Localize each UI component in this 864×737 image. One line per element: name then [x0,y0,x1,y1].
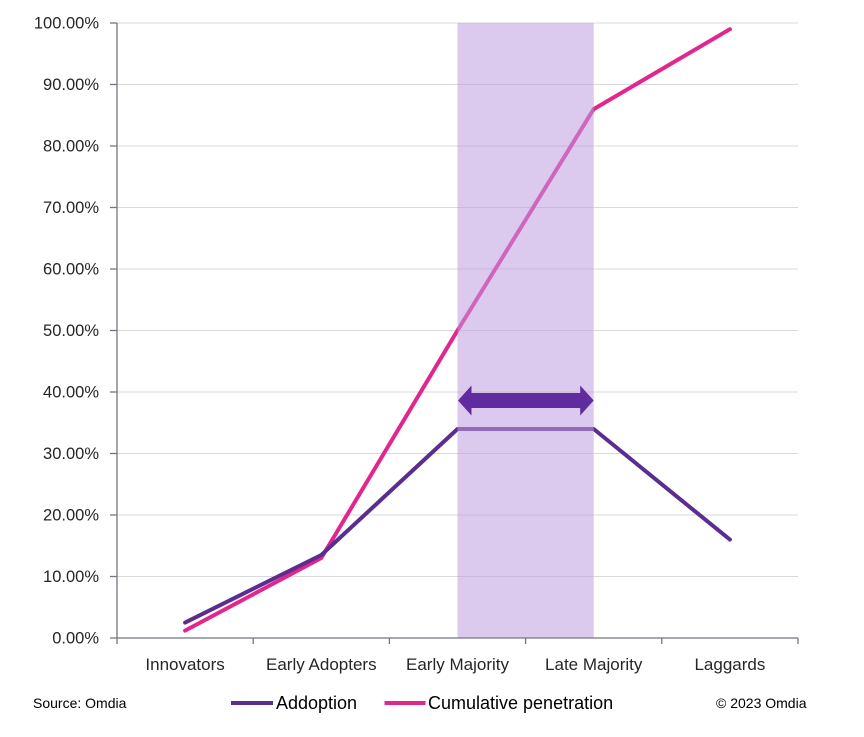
svg-text:70.00%: 70.00% [43,199,99,217]
svg-text:Addoption: Addoption [276,693,357,713]
svg-text:Late Majority: Late Majority [545,655,643,674]
svg-text:Laggards: Laggards [694,655,765,674]
svg-text:Innovators: Innovators [145,655,224,674]
svg-text:Early Majority: Early Majority [406,655,509,674]
svg-text:20.00%: 20.00% [43,507,99,525]
svg-text:80.00%: 80.00% [43,138,99,156]
svg-text:90.00%: 90.00% [43,76,99,94]
svg-text:30.00%: 30.00% [43,445,99,463]
svg-text:Source: Omdia: Source: Omdia [33,695,127,711]
svg-text:Early Adopters: Early Adopters [266,655,377,674]
svg-text:60.00%: 60.00% [43,261,99,279]
svg-text:© 2023 Omdia: © 2023 Omdia [716,695,807,711]
svg-text:10.00%: 10.00% [43,568,99,586]
svg-text:50.00%: 50.00% [43,322,99,340]
svg-text:40.00%: 40.00% [43,384,99,402]
svg-text:100.00%: 100.00% [34,15,99,33]
svg-text:0.00%: 0.00% [52,630,99,648]
svg-text:Cumulative penetration: Cumulative penetration [428,693,613,713]
